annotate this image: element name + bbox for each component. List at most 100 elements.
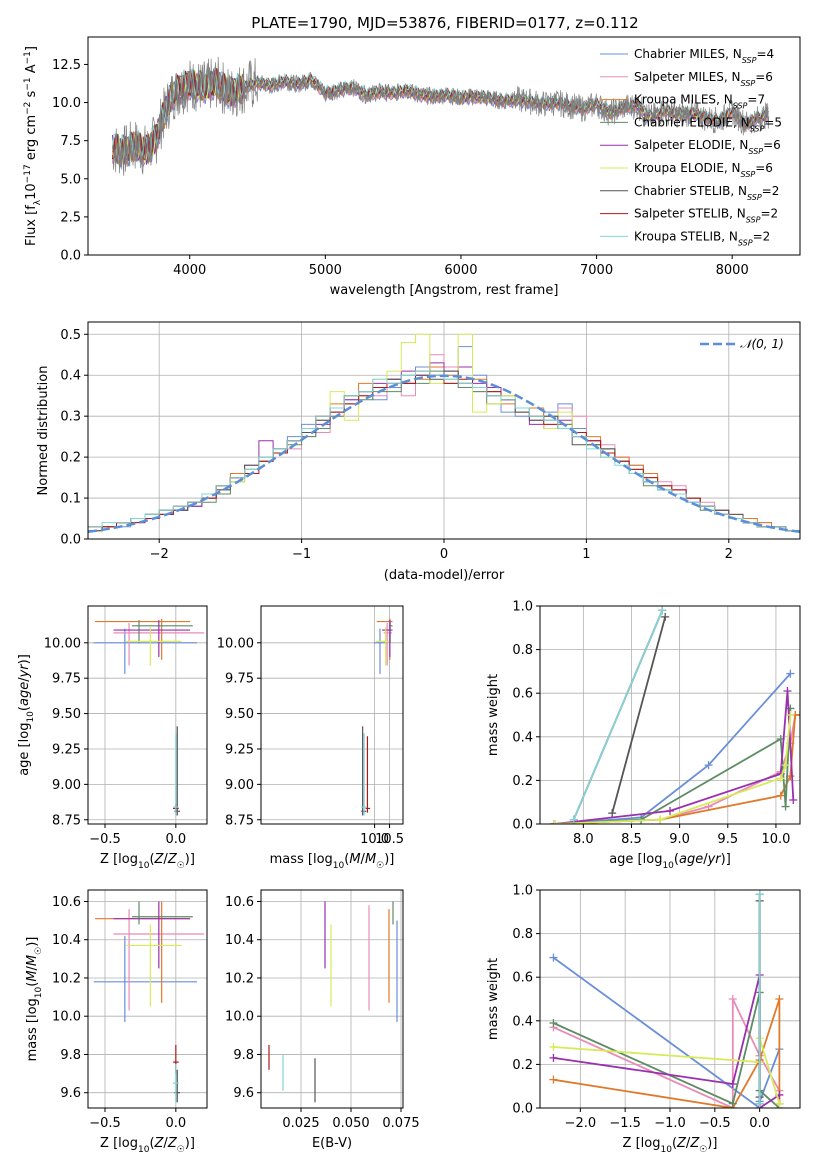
x-tick-label: 0.0 <box>165 832 186 847</box>
x-tick-label: 9.5 <box>717 832 738 847</box>
mass-vs-ebv-chart: 0.025 0.050 0.075 9.6 9.8 10.0 10.2 10.4 10.6 E(B… <box>225 889 420 1151</box>
x-tick-label: −0.5 <box>89 832 121 847</box>
weight-marker <box>658 606 667 615</box>
x-axis-label: Z [log10(Z/Z☉)] <box>623 1136 718 1155</box>
weight-marker <box>775 995 784 1003</box>
x-tick-label: −1 <box>292 547 311 562</box>
weight-marker <box>783 687 792 696</box>
y-tick-label: 0.0 <box>60 249 81 264</box>
weight-marker <box>786 669 795 678</box>
weight-marker <box>549 953 558 962</box>
weight-line-4 <box>553 974 780 1108</box>
weight-marker <box>549 1042 558 1051</box>
legend-entry: 𝒩(0, 1) <box>740 337 784 351</box>
x-axis-label: wavelength [Angstrom, rest frame] <box>330 283 559 298</box>
y-tick-label: 9.00 <box>52 778 81 793</box>
x-tick-label: 8000 <box>716 263 749 278</box>
axes-frame <box>87 321 801 540</box>
y-axis-label: mass [log10(M/M☉)] <box>25 937 44 1062</box>
y-tick-label: 12.5 <box>52 58 81 73</box>
y-tick-label: 0.0 <box>60 533 81 548</box>
y-tick-label: 0.2 <box>512 1058 533 1073</box>
weight-line-6 <box>611 616 667 814</box>
x-tick-label: 0.0 <box>165 1116 186 1131</box>
x-tick-label: 1 <box>582 547 590 562</box>
x-tick-label: 10.0 <box>761 832 790 847</box>
y-tick-label: 2.5 <box>60 210 81 225</box>
y-tick-label: 8.75 <box>52 813 81 828</box>
weight-marker <box>728 1099 737 1108</box>
x-tick-label: 7000 <box>580 263 613 278</box>
weight-marker <box>569 815 578 824</box>
y-tick-label: 9.25 <box>52 742 81 757</box>
y-tick-label: 0.0 <box>512 818 533 833</box>
y-tick-label: 0.0 <box>512 1102 533 1117</box>
x-tick-label: 0.025 <box>282 1116 319 1131</box>
x-tick-label: 0.050 <box>332 1116 369 1131</box>
y-axis-label: age [log10(age/yr)] <box>17 654 36 776</box>
axes-frame <box>539 605 801 825</box>
y-tick-label: 0.5 <box>60 328 81 343</box>
x-axis-label: (data-model)/error <box>384 568 505 583</box>
x-tick-label: 2 <box>725 547 733 562</box>
y-tick-label: 9.50 <box>225 707 254 722</box>
y-tick-label: 1.0 <box>512 884 533 899</box>
weight-vs-Z-chart: −2.0 −1.5 −1.0 −0.5 0.0 0.0 0.2 0.4 0.6 0.8 1.0 Z [… <box>486 884 801 1155</box>
weight-marker <box>666 806 674 815</box>
y-tick-label: 10.4 <box>52 933 81 948</box>
y-tick-label: 9.6 <box>233 1086 254 1101</box>
y-axis-label: mass weight <box>486 674 501 756</box>
x-tick-label: −1.0 <box>654 1116 686 1131</box>
weight-marker <box>608 809 617 818</box>
plot-area <box>88 890 207 1108</box>
y-tick-label: 8.75 <box>225 813 254 828</box>
x-tick-label: 10.0 <box>360 832 389 847</box>
weight-marker <box>549 1053 558 1062</box>
x-axis-label: Z [log10(Z/Z☉)] <box>100 1136 195 1155</box>
weight-marker <box>755 1099 764 1108</box>
y-tick-label: 9.25 <box>225 742 254 757</box>
weight-marker <box>656 815 665 824</box>
y-tick-label: 9.75 <box>52 672 81 687</box>
x-tick-label: −0.5 <box>89 1116 121 1131</box>
x-axis-label: E(B-V) <box>312 1136 352 1151</box>
y-tick-label: 0.8 <box>512 927 533 942</box>
weight-marker <box>704 761 713 770</box>
age-vs-mass-chart: 10.010.5 8.75 9.00 9.25 9.50 9.75 10.00 mass [l… <box>217 605 404 871</box>
weight-marker <box>776 791 785 800</box>
y-tick-label: 10.2 <box>225 971 254 986</box>
y-tick-label: 10.0 <box>225 1010 254 1025</box>
residuals-chart: −2 −1 0 1 2 0.0 0.1 0.2 0.3 0.4 0.5 (data-model)/er… <box>36 321 801 583</box>
legend: Chabrier MILES, NSSP=4 Salpeter MILES, NS… <box>600 47 782 247</box>
mass-vs-Z-chart: −0.5 0.0 9.6 9.8 10.0 10.2 10.4 10.6 mass [log10… <box>25 889 208 1155</box>
plot-area <box>540 890 800 1108</box>
legend-entry: Salpeter STELIB, NSSP=2 <box>634 207 778 225</box>
y-tick-label: 0.3 <box>60 410 81 425</box>
y-axis-label: mass weight <box>486 958 501 1040</box>
weight-line-0 <box>554 672 792 824</box>
x-tick-label: 6000 <box>444 263 477 278</box>
legend-entry: Chabrier MILES, NSSP=4 <box>634 47 774 65</box>
x-tick-label: −2 <box>150 547 169 562</box>
x-tick-label: 8.0 <box>573 832 594 847</box>
figure-title: PLATE=1790, MJD=53876, FIBERID=0177, z=0… <box>251 14 638 32</box>
y-tick-label: 0.2 <box>512 774 533 789</box>
y-tick-label: 0.4 <box>512 1014 533 1029</box>
weight-marker <box>786 711 795 719</box>
weight-marker <box>549 1075 558 1084</box>
y-tick-label: 9.8 <box>233 1048 254 1063</box>
weight-marker <box>775 1099 784 1108</box>
x-tick-label: 10.5 <box>375 832 404 847</box>
plot-area <box>540 606 800 824</box>
legend-entry: Kroupa STELIB, NSSP=2 <box>634 229 770 247</box>
plot-area <box>88 606 207 824</box>
weight-vs-age-chart: 8.0 8.5 9.0 9.5 10.0 0.0 0.2 0.4 0.6 0.8 1.0 age [l… <box>486 600 801 871</box>
x-tick-label: 4000 <box>173 263 206 278</box>
axes-frame <box>260 889 404 1109</box>
y-tick-label: 10.4 <box>225 933 254 948</box>
weight-marker <box>728 995 737 1003</box>
model-line-kroupa-stelib <box>111 66 769 160</box>
x-tick-label: 8.5 <box>621 832 642 847</box>
y-tick-label: 9.75 <box>225 672 254 687</box>
